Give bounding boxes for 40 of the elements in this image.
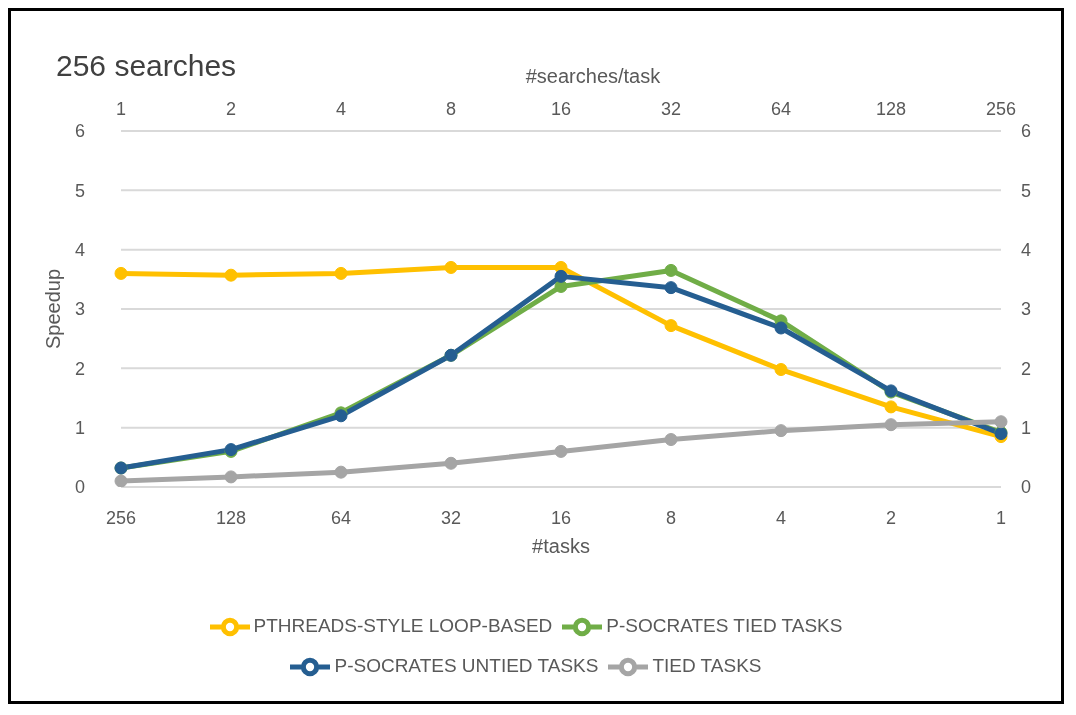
y-axis-title: Speedup xyxy=(42,268,65,350)
x2-tick-label: 1 xyxy=(115,99,127,120)
x2-tick-label: 256 xyxy=(984,99,1017,120)
x-tick-label: 2 xyxy=(885,507,897,528)
y2-tick-label: 4 xyxy=(1021,240,1032,261)
y2-tick-label: 1 xyxy=(1021,418,1032,439)
x-tick-label: 64 xyxy=(330,507,352,528)
legend-label: P-SOCRATES UNTIED TASKS xyxy=(334,655,599,677)
y2-tick-label: 5 xyxy=(1021,180,1032,201)
x2-tick-label: 32 xyxy=(660,99,682,120)
x2-tick-label: 64 xyxy=(770,99,792,120)
x2-axis-title: #searches/task xyxy=(525,65,661,87)
y-tick-label: 3 xyxy=(74,299,85,320)
y2-tick-label: 6 xyxy=(1021,121,1032,142)
x-tick-label: 16 xyxy=(550,507,572,528)
y2-tick-label: 2 xyxy=(1021,358,1032,379)
chart-title: 256 searches xyxy=(56,49,237,83)
x-tick-label: 128 xyxy=(215,507,247,528)
x-tick-label: 32 xyxy=(440,507,462,528)
x2-tick-label: 8 xyxy=(445,99,457,120)
legend-label: PTHREADS-STYLE LOOP-BASED xyxy=(253,615,553,637)
y2-tick-label: 0 xyxy=(1021,477,1032,498)
y-tick-label: 1 xyxy=(74,418,85,439)
y-tick-label: 5 xyxy=(74,180,85,201)
x2-tick-label: 128 xyxy=(874,99,907,120)
y-tick-label: 0 xyxy=(74,477,85,498)
y2-tick-label: 3 xyxy=(1021,299,1032,320)
x-tick-label: 1 xyxy=(995,507,1007,528)
x2-tick-label: 2 xyxy=(225,99,237,120)
legend-label: TIED TASKS xyxy=(652,655,762,677)
y-tick-label: 2 xyxy=(74,358,85,379)
x-tick-label: 8 xyxy=(665,507,677,528)
x-tick-label: 256 xyxy=(105,507,137,528)
x-tick-label: 4 xyxy=(775,507,787,528)
x-axis-title: #tasks xyxy=(532,535,590,557)
y-tick-label: 4 xyxy=(74,240,85,261)
y-tick-label: 6 xyxy=(74,121,85,142)
legend-label: P-SOCRATES TIED TASKS xyxy=(606,615,843,637)
x2-tick-label: 16 xyxy=(550,99,572,120)
x2-tick-label: 4 xyxy=(335,99,347,120)
